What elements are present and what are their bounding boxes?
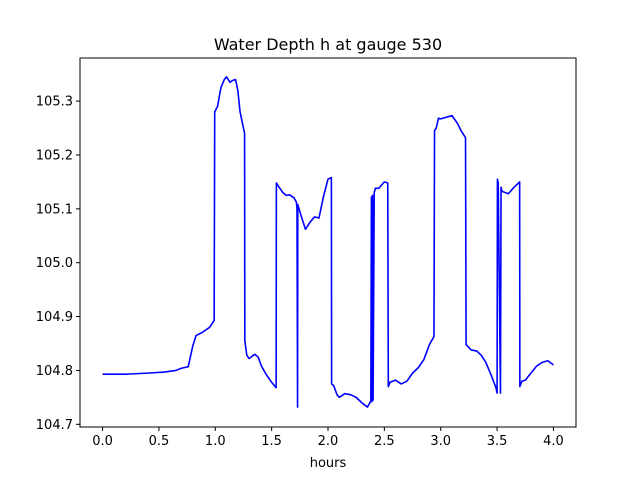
series-layer	[102, 76, 554, 408]
x-tick-label: 2.5	[374, 434, 395, 449]
y-tick-label: 104.7	[36, 418, 73, 433]
x-tick-label: 1.5	[261, 434, 282, 449]
x-tick-label: 0.0	[92, 434, 113, 449]
x-tick-label: 4.0	[543, 434, 564, 449]
x-tick-label: 0.5	[149, 434, 170, 449]
y-tick-label: 105.0	[36, 256, 73, 271]
y-axis: 104.7 104.8 104.9 105.0 105.1 105.2 105.3	[36, 95, 80, 433]
y-tick-label: 104.8	[36, 364, 73, 379]
y-tick-label: 104.9	[36, 310, 73, 325]
y-tick-label: 105.3	[36, 95, 73, 110]
series-line-0	[102, 76, 554, 408]
chart-title: Water Depth h at gauge 530	[214, 35, 442, 54]
plot-area	[80, 58, 576, 427]
x-axis: 0.0 0.5 1.0 1.5 2.0 2.5 3.0 3.5 4.0	[92, 427, 564, 449]
x-tick-label: 1.0	[205, 434, 226, 449]
x-tick-label: 3.5	[487, 434, 508, 449]
y-tick-label: 105.2	[36, 148, 73, 163]
x-tick-label: 3.0	[430, 434, 451, 449]
x-tick-label: 2.0	[318, 434, 339, 449]
x-axis-label: hours	[310, 456, 347, 471]
y-tick-label: 105.1	[36, 202, 73, 217]
